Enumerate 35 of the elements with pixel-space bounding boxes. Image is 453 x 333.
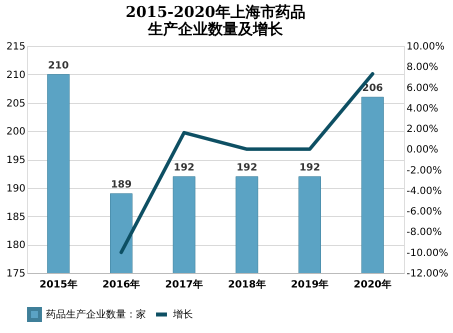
data-label: 189 bbox=[110, 180, 132, 191]
y-tick-label: 200 bbox=[6, 126, 26, 138]
y2-tick-label: 8.00% bbox=[406, 62, 438, 74]
x-tick-label: 2016年 bbox=[102, 278, 140, 290]
x-tick-label: 2019年 bbox=[290, 278, 329, 290]
y2-tick-label: -2.00% bbox=[406, 165, 442, 176]
x-tick-label: 2017年 bbox=[165, 278, 204, 290]
x-tick-label: 2015年 bbox=[39, 278, 78, 290]
x-tick-label: 2018年 bbox=[228, 278, 266, 290]
y-tick-label: 180 bbox=[6, 240, 26, 252]
y2-tick-label: 0.00% bbox=[406, 144, 438, 156]
y-tick-label: 210 bbox=[6, 70, 26, 81]
legend-label: 药品生产企业数量：家 bbox=[46, 308, 146, 320]
y2-tick-label: 4.00% bbox=[406, 103, 438, 114]
y-tick-label: 205 bbox=[6, 98, 26, 110]
data-label: 192 bbox=[174, 162, 195, 174]
y2-tick-label: -10.00% bbox=[406, 248, 448, 259]
data-label: 192 bbox=[236, 162, 258, 174]
chart-title: 2015-2020年上海市药品生产企业数量及增长 bbox=[126, 3, 306, 38]
y2-tick-label: -8.00% bbox=[406, 227, 442, 238]
y-tick-label: 195 bbox=[6, 155, 26, 166]
y2-tick-label: -12.00% bbox=[406, 268, 448, 280]
y2-tick-label: 6.00% bbox=[406, 82, 438, 94]
y2-tick-label: -4.00% bbox=[406, 186, 442, 197]
y-tick-label: 185 bbox=[6, 212, 26, 223]
y2-tick-label: 2.00% bbox=[406, 124, 438, 136]
y-tick-label: 215 bbox=[6, 42, 26, 52]
legend-label: 增长 bbox=[172, 308, 193, 320]
y-tick-label: 175 bbox=[6, 268, 26, 280]
y2-tick-label: 10.00% bbox=[406, 42, 445, 52]
x-tick-label: 2020年 bbox=[354, 278, 392, 290]
y2-tick-label: -6.00% bbox=[406, 206, 442, 218]
data-label: 192 bbox=[299, 162, 320, 174]
y-tick-label: 190 bbox=[6, 183, 26, 194]
data-label: 210 bbox=[48, 60, 69, 72]
